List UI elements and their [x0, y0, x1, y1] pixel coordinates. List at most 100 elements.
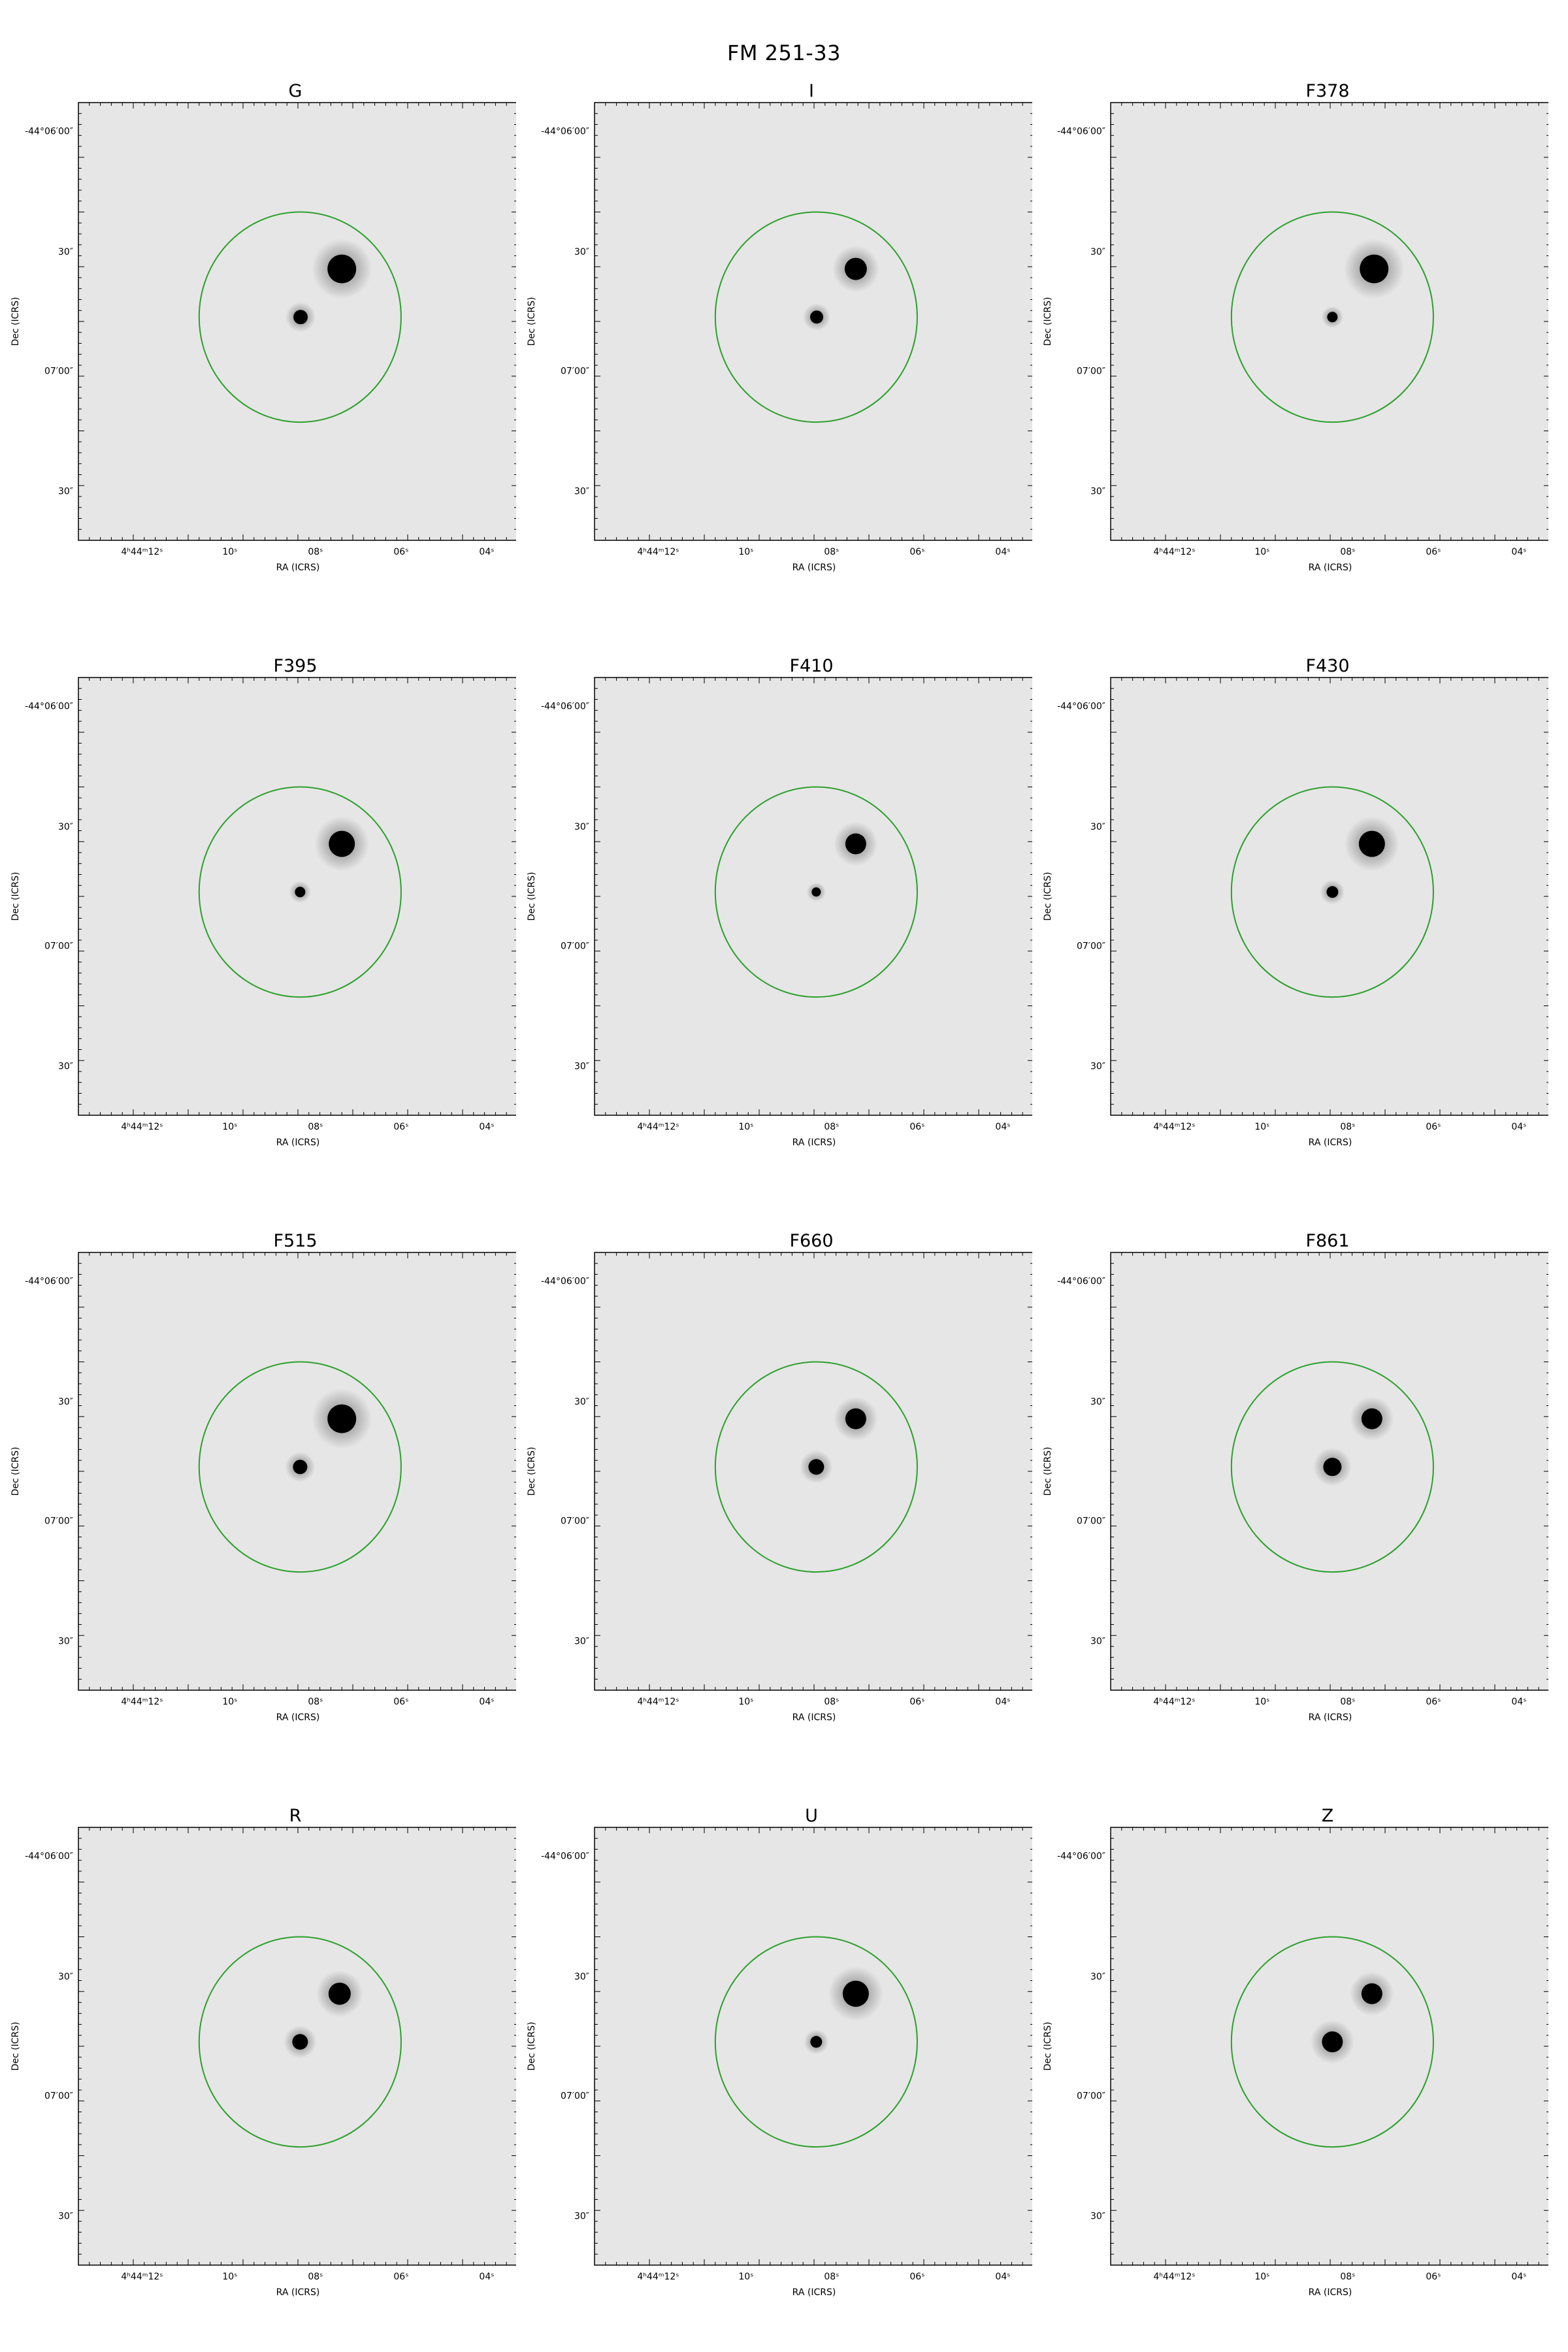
y-axis-label: Dec (ICRS): [527, 297, 537, 346]
x-tick-label: 04ˢ: [1511, 547, 1526, 557]
y-axis-label: Dec (ICRS): [1043, 1447, 1053, 1496]
x-tick-label: 10ˢ: [1254, 547, 1269, 557]
y-tick-label: -44°06′00″: [1057, 1852, 1105, 1862]
y-tick-label: 30″: [574, 822, 589, 832]
aperture-circle: [1230, 1361, 1434, 1573]
x-axis-label: RA (ICRS): [1309, 563, 1352, 573]
x-tick-label: 4ʰ44ᵐ12ˢ: [1153, 2272, 1195, 2282]
bright-source: [1360, 254, 1389, 284]
bright-source: [842, 1980, 869, 2007]
axis-ticks: [1111, 103, 1548, 540]
y-axis-label: Dec (ICRS): [1043, 297, 1053, 346]
x-tick-label: 10ˢ: [222, 1697, 237, 1707]
x-axis-label: RA (ICRS): [1309, 2287, 1352, 2298]
y-tick-label: -44°06′00″: [25, 1277, 73, 1287]
x-tick-label: 10ˢ: [738, 1697, 753, 1707]
figure-title: FM 251-33: [727, 41, 841, 65]
x-tick-label: 06ˢ: [1426, 547, 1441, 557]
x-tick-label: 06ˢ: [1426, 1697, 1441, 1707]
axis-ticks: [595, 678, 1032, 1115]
y-tick-label: 30″: [58, 1397, 73, 1407]
x-tick-label: 06ˢ: [1426, 1122, 1441, 1132]
y-axis-label: Dec (ICRS): [1043, 872, 1053, 921]
x-tick-label: 04ˢ: [479, 1122, 494, 1132]
image-panel-z: Z 4ʰ44ᵐ12ˢ 10ˢ 08ˢ 06ˢ 04ˢ -44°06′00″ 30″ 07′00″…: [1032, 1806, 1548, 2328]
panel-title: F660: [789, 1231, 834, 1251]
cutout-image: 4ʰ44ᵐ12ˢ 10ˢ 08ˢ 06ˢ 04ˢ -44°06′00″ 30″ 07′00″ 3…: [10, 1252, 516, 1723]
x-tick-label: 04ˢ: [479, 1697, 494, 1707]
panel-title: G: [288, 81, 302, 101]
y-tick-label: 07′00″: [44, 367, 73, 377]
x-tick-label: 08ˢ: [308, 1697, 323, 1707]
cutout-image: 4ʰ44ᵐ12ˢ 10ˢ 08ˢ 06ˢ 04ˢ -44°06′00″ 30″ 07′00″ 3…: [1043, 1252, 1548, 1723]
panel-title: F861: [1305, 1231, 1350, 1251]
y-tick-label: 30″: [58, 822, 73, 832]
x-tick-label: 04ˢ: [995, 2272, 1010, 2282]
y-tick-label: 30″: [58, 1636, 73, 1646]
aperture-circle: [714, 786, 918, 998]
y-axis-label: Dec (ICRS): [10, 1447, 21, 1496]
x-tick-label: 4ʰ44ᵐ12ˢ: [637, 2272, 679, 2282]
aperture-circle: [714, 1361, 918, 1573]
axis-ticks: [595, 1252, 1032, 1690]
y-tick-label: 07′00″: [561, 1516, 589, 1527]
cutout-image: 4ʰ44ᵐ12ˢ 10ˢ 08ˢ 06ˢ 04ˢ -44°06′00″ 30″ 07′00″ 3…: [1043, 102, 1548, 573]
x-tick-label: 10ˢ: [222, 1122, 237, 1132]
x-tick-label: 08ˢ: [308, 2272, 323, 2282]
y-axis-label: Dec (ICRS): [527, 2022, 537, 2071]
axis-ticks: [78, 678, 516, 1115]
image-panel-u: U 4ʰ44ᵐ12ˢ 10ˢ 08ˢ 06ˢ 04ˢ -44°06′00″ 30″ 07′00″…: [516, 1806, 1032, 2328]
y-tick-label: 30″: [1090, 247, 1105, 257]
x-tick-label: 04ˢ: [479, 547, 494, 557]
image-panel-r: R 4ʰ44ᵐ12ˢ 10ˢ 08ˢ 06ˢ 04ˢ -44°06′00″ 30″ 07′00″…: [0, 1806, 516, 2328]
panel-title: F378: [1305, 81, 1350, 101]
faint-source: [293, 1460, 308, 1475]
x-axis-label: RA (ICRS): [276, 2287, 320, 2298]
y-tick-label: 30″: [58, 1061, 73, 1071]
x-axis-label: RA (ICRS): [792, 2287, 836, 2298]
panel-title: R: [289, 1806, 302, 1826]
bright-source: [845, 833, 866, 855]
faint-source: [811, 887, 821, 897]
faint-source: [292, 2034, 308, 2050]
axis-ticks: [595, 1827, 1032, 2265]
x-tick-label: 04ˢ: [479, 2272, 494, 2282]
x-tick-label: 08ˢ: [824, 1122, 839, 1132]
x-tick-label: 08ˢ: [1340, 2272, 1355, 2282]
y-tick-label: 30″: [574, 1636, 589, 1646]
y-tick-label: 07′00″: [44, 2091, 73, 2102]
image-panel-f861: F861 4ʰ44ᵐ12ˢ 10ˢ 08ˢ 06ˢ 04ˢ -44°06′00″ 30″ 07′…: [1032, 1231, 1548, 1754]
y-tick-label: -44°06′00″: [25, 127, 73, 137]
x-tick-label: 4ʰ44ᵐ12ˢ: [1153, 547, 1195, 557]
y-tick-label: 30″: [1090, 1636, 1105, 1646]
axis-ticks: [1111, 1252, 1548, 1690]
image-panel-f515: F515 4ʰ44ᵐ12ˢ 10ˢ 08ˢ 06ˢ 04ˢ -44°06′00″ 30″ 07′…: [0, 1231, 516, 1754]
x-tick-label: 04ˢ: [995, 1122, 1010, 1132]
y-tick-label: -44°06′00″: [541, 127, 589, 137]
x-tick-label: 4ʰ44ᵐ12ˢ: [637, 1122, 679, 1132]
y-tick-label: 30″: [1090, 822, 1105, 832]
cutout-image: 4ʰ44ᵐ12ˢ 10ˢ 08ˢ 06ˢ 04ˢ -44°06′00″ 30″ 07′00″ 3…: [10, 677, 516, 1148]
cutout-image: 4ʰ44ᵐ12ˢ 10ˢ 08ˢ 06ˢ 04ˢ -44°06′00″ 30″ 07′00″ 3…: [527, 677, 1032, 1148]
bright-source: [327, 1404, 357, 1433]
bright-source: [1361, 1983, 1382, 2004]
y-tick-label: 30″: [574, 486, 589, 497]
y-tick-label: 30″: [58, 486, 73, 497]
bright-source: [844, 257, 867, 280]
panel-title: F410: [789, 656, 834, 676]
y-tick-label: 07′00″: [44, 1516, 73, 1527]
bright-source: [1361, 1408, 1382, 1429]
x-tick-label: 4ʰ44ᵐ12ˢ: [637, 1697, 679, 1707]
axis-ticks: [78, 1827, 516, 2265]
y-tick-label: -44°06′00″: [1057, 702, 1105, 712]
x-tick-label: 08ˢ: [308, 547, 323, 557]
x-tick-label: 06ˢ: [393, 1697, 408, 1707]
axis-ticks: [1111, 678, 1548, 1115]
x-tick-label: 4ʰ44ᵐ12ˢ: [121, 2272, 163, 2282]
x-tick-label: 04ˢ: [1511, 2272, 1526, 2282]
y-tick-label: 30″: [1090, 1061, 1105, 1071]
faint-source: [1326, 886, 1339, 898]
x-tick-label: 4ʰ44ᵐ12ˢ: [1153, 1122, 1195, 1132]
y-tick-label: 07′00″: [1077, 1516, 1105, 1527]
